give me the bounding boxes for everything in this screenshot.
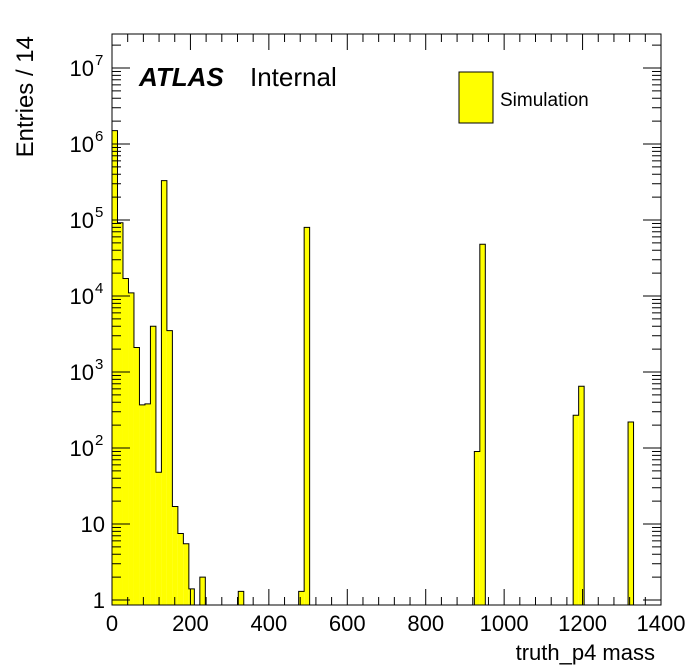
legend-label-simulation: Simulation [500,90,589,111]
x-tick-labels: 0 200 400 600 800 1000 1200 1400 [106,611,686,636]
legend: Simulation [458,71,589,124]
x-tick-label: 1000 [480,611,529,636]
x-tick-label: 1400 [637,611,686,636]
y-tick-label: 10 [70,132,94,157]
y-tick-label: 10 [70,284,94,309]
y-tick-exponent: 2 [95,432,103,449]
histogram-bar [188,588,195,605]
y-tick-exponent: 5 [95,204,103,221]
histogram-bar [199,577,206,605]
histogram-bar [479,244,486,606]
y-tick-label: 10 [81,512,105,537]
y-tick-label: 10 [70,208,94,233]
histogram-bar [573,415,579,605]
atlas-label: ATLAS [138,62,224,92]
histogram-bar [298,591,305,605]
x-axis-title: truth_p4 mass [516,640,655,665]
histogram-bar [166,330,173,605]
histogram-bar [150,326,156,605]
histogram-bar [177,533,184,605]
histogram-bar [578,386,585,605]
histogram-outline [111,130,635,605]
internal-label: Internal [250,62,337,92]
histogram-bar [155,472,162,605]
histogram-bar [133,347,140,605]
legend-swatch-simulation [458,71,494,124]
histogram-bar [304,227,310,605]
histogram-bar [122,278,129,605]
x-tick-label: 0 [106,611,118,636]
y-tick-exponent: 4 [95,280,103,297]
x-tick-label: 800 [407,611,444,636]
y-tick-label: 10 [70,436,94,461]
y-tick-label: 1 [93,588,105,613]
y-tick-exponent: 7 [95,52,103,69]
y-tick-exponent: 3 [95,356,103,373]
histogram-bar [117,222,123,605]
x-tick-label: 600 [329,611,366,636]
y-axis-title: Entries / 14 [12,36,39,157]
histogram-bar [139,404,145,605]
axis-ticks [111,34,662,605]
histogram-bar [161,180,167,605]
histogram-bar [628,421,634,605]
plot-frame [111,33,662,606]
y-tick-exponent: 6 [95,128,103,145]
y-tick-label: 10 [70,56,94,81]
histogram-bar [128,292,134,605]
histogram-bar [474,451,480,605]
histogram-bar [172,506,178,605]
histogram-bar [112,130,118,605]
y-tick-label: 10 [70,360,94,385]
histogram-bar [183,543,189,605]
histogram-bar [144,403,151,605]
x-tick-label: 400 [250,611,287,636]
x-tick-label: 200 [172,611,209,636]
histogram-bar [238,591,244,605]
x-tick-label: 1200 [558,611,607,636]
histogram-bars [111,130,635,606]
